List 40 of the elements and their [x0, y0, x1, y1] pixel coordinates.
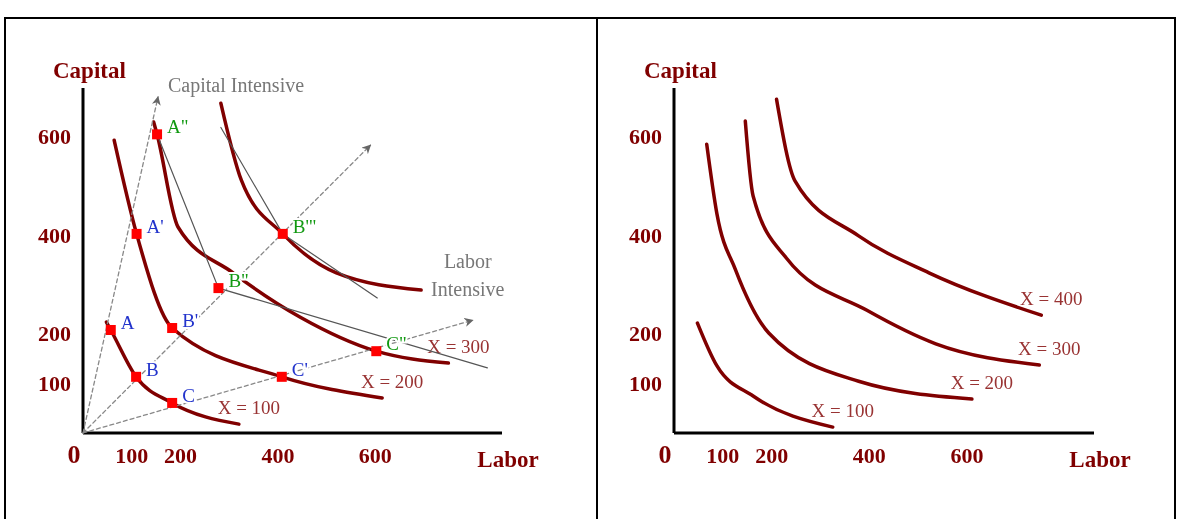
- series-label: X = 300: [1018, 337, 1081, 359]
- data-label: C: [182, 384, 195, 406]
- y-axis-title: Capital: [53, 58, 126, 83]
- x-tick-label: 400: [852, 443, 886, 468]
- y-tick-label: 600: [38, 124, 71, 150]
- data-label: A': [146, 215, 164, 237]
- series-label: X = 200: [950, 371, 1014, 393]
- x-tick-label: 100: [706, 443, 740, 468]
- x-tick-label: 600: [950, 443, 984, 468]
- data-label: B: [146, 358, 159, 380]
- series-label: X = 300: [427, 336, 490, 358]
- y-tick-label: 400: [629, 222, 662, 248]
- x-tick-label: 200: [755, 443, 789, 468]
- x-tick-label: 600: [358, 443, 392, 468]
- data-label: A": [167, 116, 189, 138]
- x-tick-label: 400: [261, 443, 295, 468]
- x-axis-title: Labor: [1069, 447, 1131, 472]
- data-label: C': [291, 358, 308, 380]
- annotation: Labor Intensive: [431, 250, 505, 301]
- x-tick-label: 0: [67, 440, 81, 469]
- y-tick-label: 100: [38, 370, 71, 396]
- series-label: X = 400: [1020, 288, 1083, 310]
- x-tick-label: 100: [115, 443, 149, 468]
- x-axis-title: Labor: [477, 447, 539, 472]
- y-axis-title: Capital: [644, 58, 717, 83]
- annotation: Capital Intensive: [168, 73, 305, 97]
- data-label: B': [182, 310, 199, 332]
- y-tick-label: 600: [629, 124, 662, 150]
- x-tick-label: 200: [163, 443, 197, 468]
- data-label: B'": [292, 215, 317, 237]
- series-label: X = 100: [811, 400, 874, 422]
- y-tick-label: 100: [629, 370, 662, 396]
- y-tick-label: 400: [38, 222, 71, 248]
- y-tick-label: 200: [629, 321, 662, 347]
- y-tick-label: 200: [38, 321, 71, 347]
- data-label: A: [120, 311, 135, 333]
- series-label: X = 200: [360, 371, 424, 393]
- series-label: X = 100: [217, 397, 281, 419]
- data-label: C": [386, 333, 407, 355]
- x-tick-label: 0: [658, 440, 672, 469]
